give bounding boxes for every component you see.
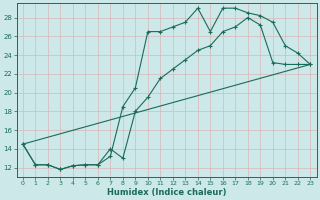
X-axis label: Humidex (Indice chaleur): Humidex (Indice chaleur) — [107, 188, 226, 197]
